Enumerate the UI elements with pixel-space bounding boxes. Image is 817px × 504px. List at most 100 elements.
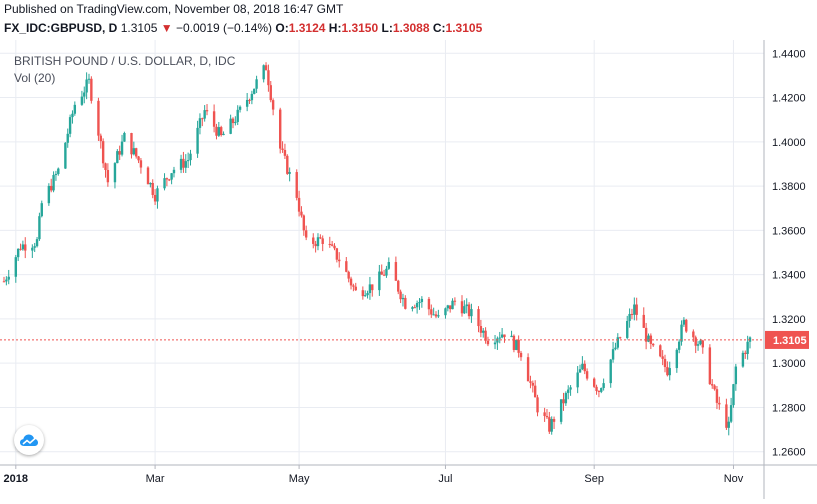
candle-body xyxy=(482,330,485,333)
candle-body xyxy=(682,319,686,325)
y-tick-label: 1.4200 xyxy=(772,93,806,105)
candle-body xyxy=(713,385,716,390)
candle-body xyxy=(699,340,702,345)
last-price-tag: 1.3105 xyxy=(765,330,809,349)
candle-body xyxy=(231,118,235,124)
candle-body xyxy=(616,337,619,348)
x-tick-label: Mar xyxy=(146,473,165,485)
candle-body xyxy=(496,338,499,343)
candle-body xyxy=(498,337,501,339)
candle-body xyxy=(80,96,84,105)
last-price-tag-box xyxy=(765,330,809,349)
high-label: H: xyxy=(328,21,342,35)
candle-body xyxy=(614,347,617,350)
candle-body xyxy=(477,309,480,327)
candle-body xyxy=(153,194,157,202)
candle-body xyxy=(564,392,568,404)
x-tick-label: Sep xyxy=(584,473,604,485)
candle-body xyxy=(347,271,350,279)
candle-body xyxy=(536,397,539,413)
candle-body xyxy=(635,304,638,315)
candle-body xyxy=(432,314,435,316)
candle-body xyxy=(430,309,433,315)
candle-body xyxy=(345,261,348,272)
candle-body xyxy=(316,237,320,247)
candle-body xyxy=(576,372,579,388)
candle-body xyxy=(711,384,714,386)
candle-body xyxy=(123,133,126,142)
volume-indicator-label[interactable]: Vol (20) xyxy=(14,71,55,85)
x-tick-label: Nov xyxy=(724,473,744,485)
candle-body xyxy=(330,244,334,246)
last-price-tag-label: 1.3105 xyxy=(773,335,807,347)
candle-body xyxy=(168,179,171,181)
candle-body xyxy=(366,293,369,296)
candle-body xyxy=(66,133,69,143)
candle-body xyxy=(708,347,712,385)
candle-body xyxy=(97,100,100,136)
candle-body xyxy=(135,148,138,157)
candle-body xyxy=(732,384,735,406)
candle-body xyxy=(649,335,653,344)
candle-body xyxy=(99,135,102,142)
candle-body xyxy=(68,117,72,134)
candle-body xyxy=(300,211,303,216)
candle-body xyxy=(434,314,438,317)
candle-body xyxy=(401,297,405,300)
candle-body xyxy=(692,331,695,338)
candle-body xyxy=(515,339,518,350)
candle-body xyxy=(729,405,733,422)
price-chart[interactable]: 1.4400 1.4200 1.4000 1.3800 1.3600 1.3400 1.32… xyxy=(0,40,817,499)
tradingview-logo-icon[interactable] xyxy=(14,425,44,455)
y-tick-label: 1.3400 xyxy=(772,270,806,282)
candle-body xyxy=(741,352,745,367)
candle-body xyxy=(314,243,317,247)
candle-body xyxy=(394,262,398,281)
candle-body xyxy=(642,314,645,328)
candle-body xyxy=(562,399,565,404)
candle-body xyxy=(685,319,688,332)
candle-body xyxy=(659,345,662,357)
candle-body xyxy=(413,307,416,309)
candle-body xyxy=(437,315,440,317)
candle-body xyxy=(404,297,407,309)
candle-body xyxy=(387,262,391,269)
candle-body xyxy=(302,215,306,231)
candle-body xyxy=(54,173,58,175)
candle-body xyxy=(31,247,34,251)
candle-body xyxy=(559,399,563,422)
candle-body xyxy=(198,118,202,128)
candle-body xyxy=(368,284,372,294)
candle-body xyxy=(47,185,51,204)
chart-pane[interactable]: 1.4400 1.4200 1.4000 1.3800 1.3600 1.3400 1.32… xyxy=(0,40,817,499)
candle-body xyxy=(715,389,719,403)
symbol-label[interactable]: FX_IDC:GBPUSD, D xyxy=(4,21,118,35)
candle-body xyxy=(219,127,223,136)
candle-body xyxy=(295,172,298,198)
candle-body xyxy=(529,381,532,383)
change-value: −0.0019 (−0.14%) xyxy=(175,21,273,35)
candle-body xyxy=(411,307,414,309)
candle-body xyxy=(245,99,249,107)
candle-body xyxy=(680,324,683,342)
candle-body xyxy=(137,156,140,161)
candle-body xyxy=(85,79,88,93)
candle-body xyxy=(618,337,622,339)
candle-body xyxy=(57,168,60,174)
candle-body xyxy=(262,65,265,80)
candle-body xyxy=(319,237,322,239)
y-tick-label: 1.4400 xyxy=(772,48,806,60)
candle-body xyxy=(663,358,667,368)
candle-body xyxy=(696,344,700,346)
candle-body xyxy=(101,141,105,164)
candle-body xyxy=(611,349,615,360)
candle-body xyxy=(203,110,206,119)
candle-body xyxy=(201,118,204,120)
quote-line: FX_IDC:GBPUSD, D 1.3105 ▼ −0.0019 (−0.14… xyxy=(4,21,482,35)
candle-body xyxy=(24,244,27,251)
candle-body xyxy=(50,185,53,191)
candle-body xyxy=(38,216,41,240)
candle-body xyxy=(321,238,324,244)
candle-body xyxy=(583,363,586,372)
candle-body xyxy=(64,142,67,169)
